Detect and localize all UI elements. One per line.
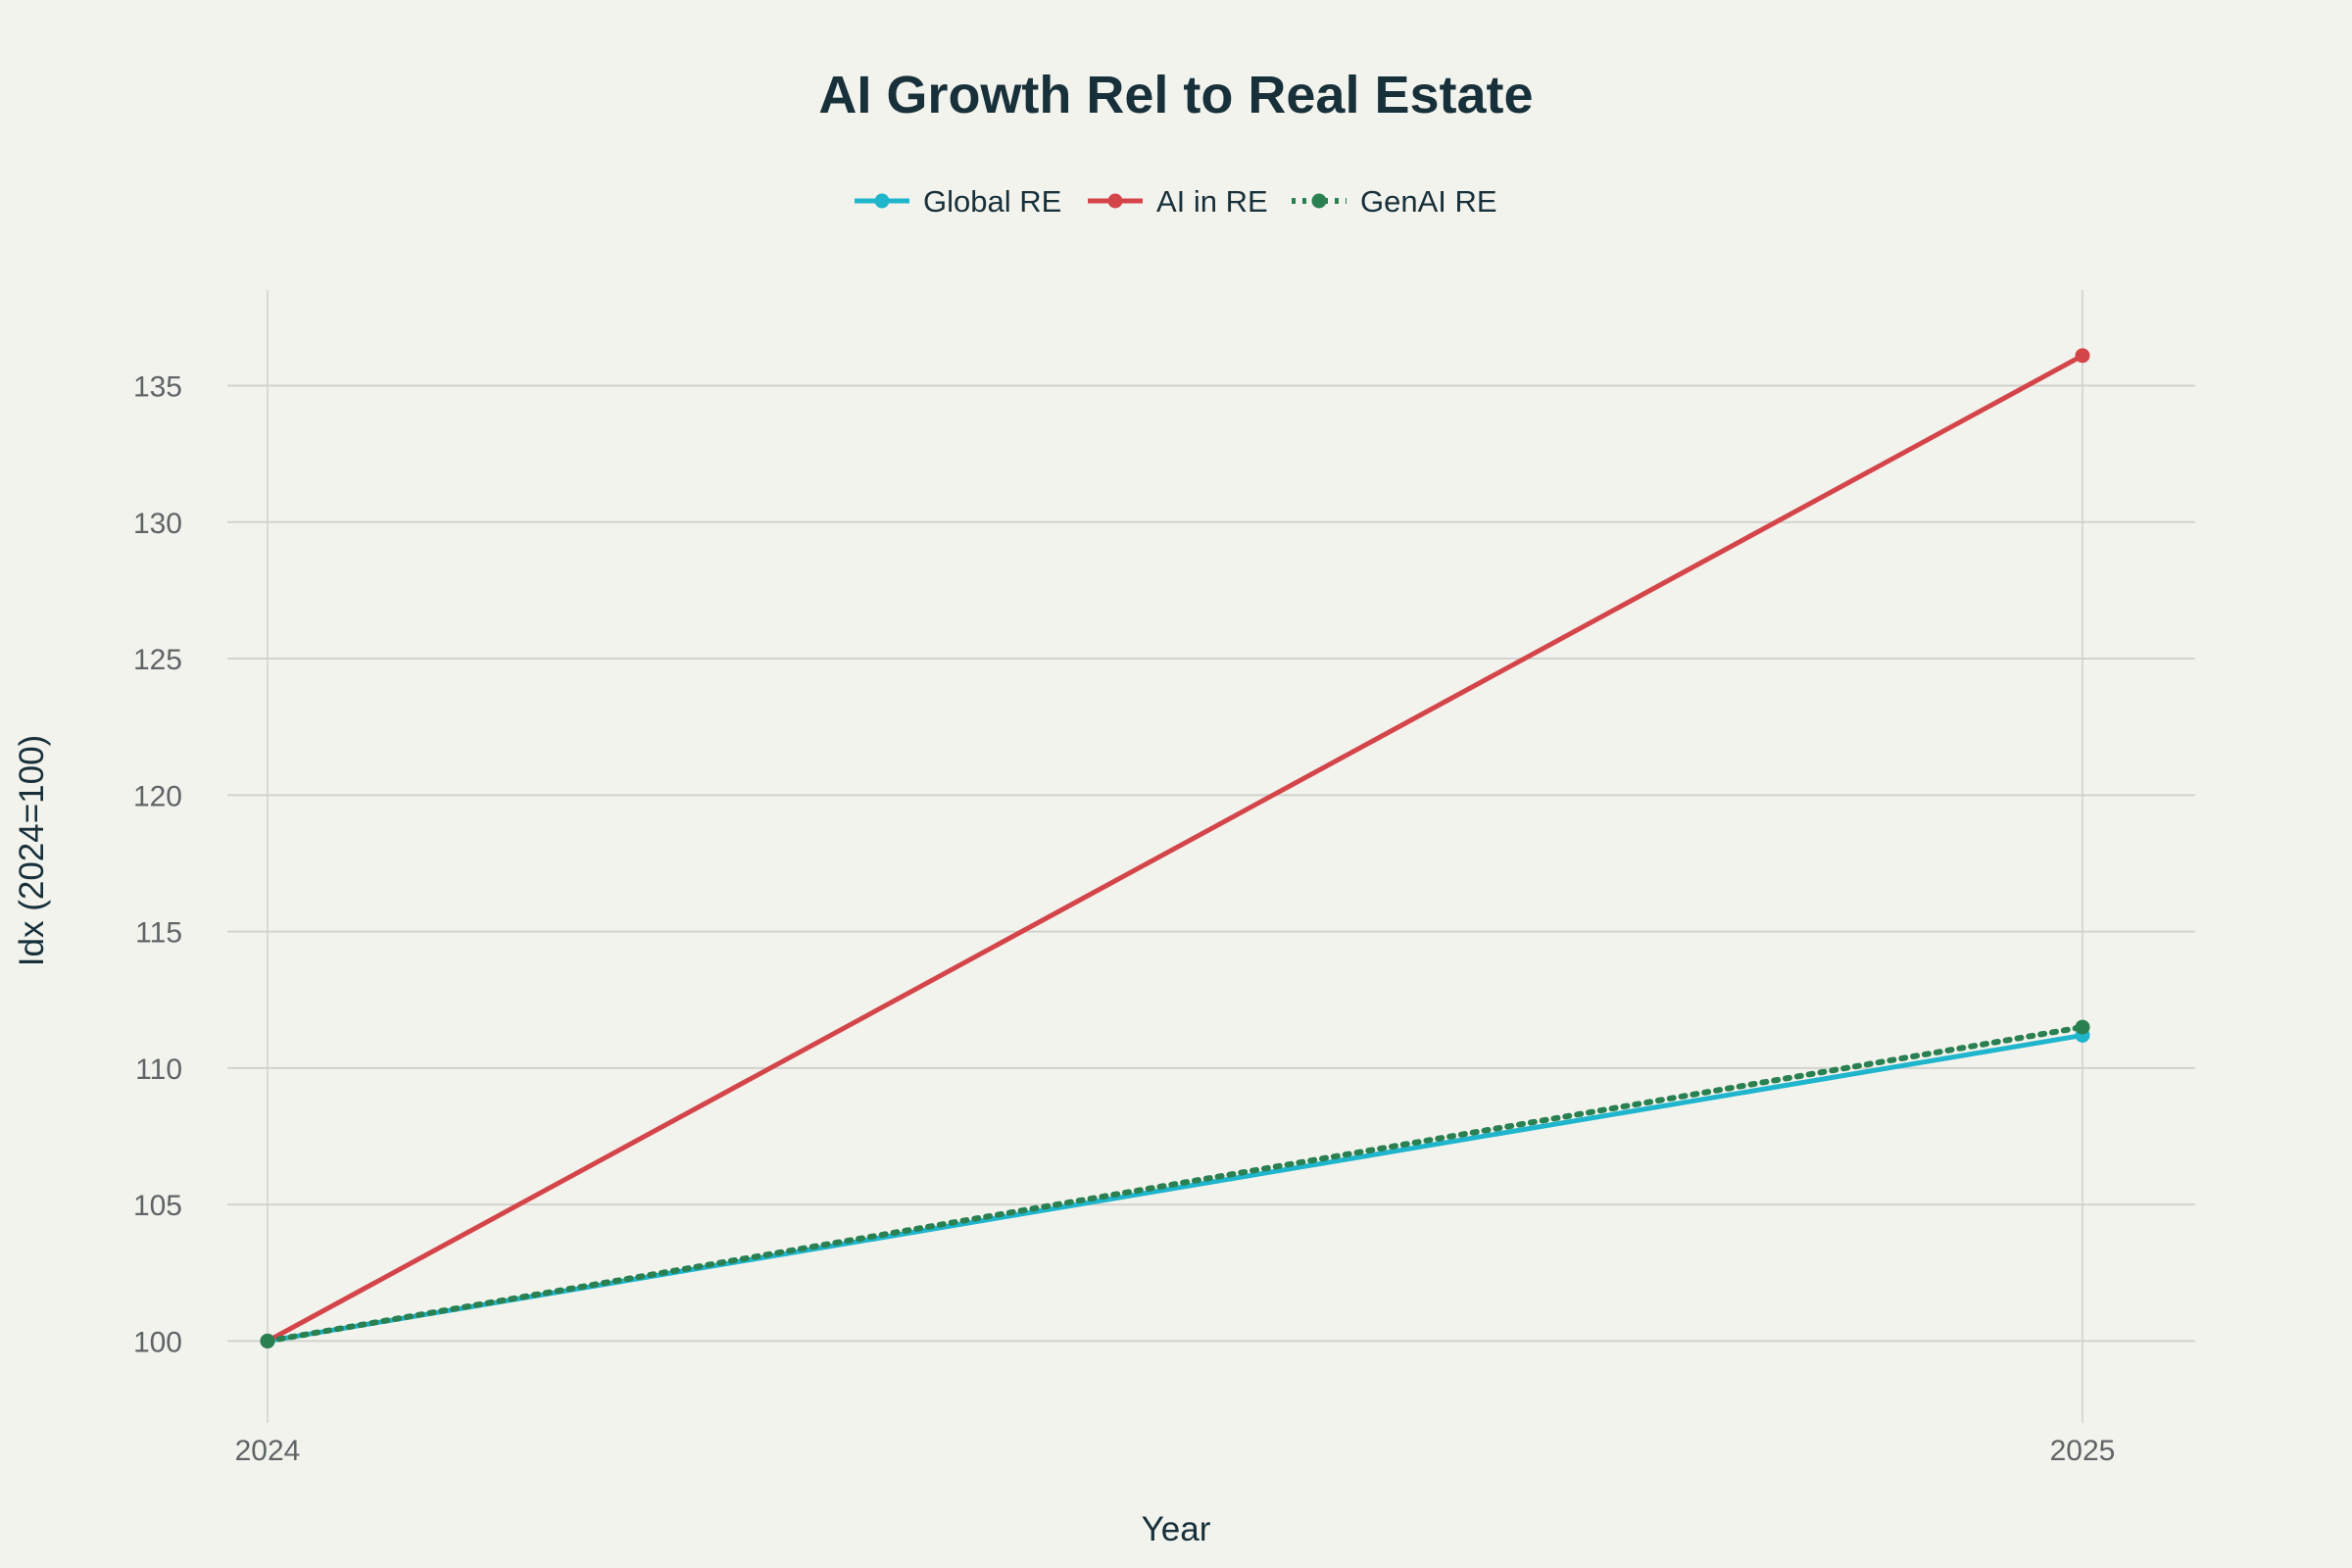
y-tick-label: 105 [133,1190,182,1222]
y-tick-label: 125 [133,644,182,676]
series-line-ai-in-re [265,353,2085,1344]
legend-item-genai-re: GenAI RE [1292,184,1497,219]
series-genai-re [260,1019,2090,1348]
legend-marker [1311,193,1327,209]
legend-marker [874,193,890,209]
x-tick-label: 2024 [235,1435,301,1467]
grid [227,290,2195,1423]
series-group [260,348,2090,1348]
legend-label: GenAI RE [1360,184,1497,219]
x-tick-label: 2025 [2050,1435,2116,1467]
legend-item-ai-in-re: AI in RE [1088,184,1268,219]
chart-title: AI Growth Rel to Real Estate [818,66,1533,124]
y-tick-label: 120 [133,780,182,812]
y-axis-title: Idx (2024=100) [13,735,51,966]
x-axis-ticks: 2024 2025 [235,1435,2116,1467]
series-ai-in-re [260,348,2090,1348]
data-point-ai-in-re [2075,348,2090,364]
y-tick-label: 135 [133,370,182,403]
y-tick-label: 110 [135,1054,182,1086]
y-axis-ticks: 100 105 110 115 120 125 130 135 [133,370,182,1358]
series-line-genai-re [265,1024,2085,1345]
legend: Global RE AI in RE GenAI RE [855,184,1497,219]
y-tick-label: 100 [133,1326,182,1358]
legend-item-global-re: Global RE [855,184,1061,219]
series-global-re [260,1027,2090,1348]
y-tick-label: 115 [135,917,182,950]
legend-label: AI in RE [1156,184,1268,219]
legend-marker [1107,193,1123,209]
data-point-genai-re [2075,1019,2090,1035]
y-tick-label: 130 [133,508,182,540]
data-point-genai-re [260,1333,275,1348]
x-axis-title: Year [1142,1510,1211,1548]
legend-label: Global RE [923,184,1061,219]
